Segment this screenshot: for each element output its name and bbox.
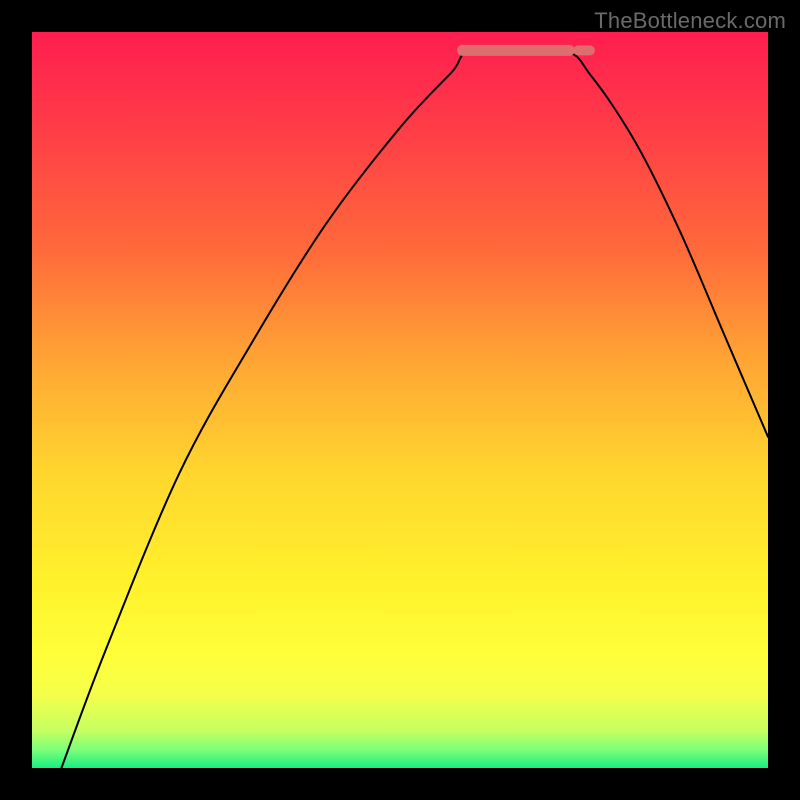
watermark-text: TheBottleneck.com <box>594 8 786 34</box>
chart-container: TheBottleneck.com <box>0 0 800 800</box>
plot-background <box>32 32 768 768</box>
plot-area <box>32 32 768 768</box>
